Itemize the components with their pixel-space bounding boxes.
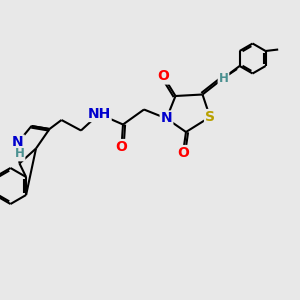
- Text: N: N: [12, 136, 24, 149]
- Text: NH: NH: [87, 107, 111, 121]
- Text: O: O: [177, 146, 189, 160]
- Text: H: H: [219, 71, 228, 85]
- Text: H: H: [15, 147, 24, 161]
- Text: O: O: [116, 140, 128, 154]
- Text: S: S: [205, 110, 215, 124]
- Text: N: N: [161, 112, 172, 125]
- Text: O: O: [158, 70, 169, 83]
